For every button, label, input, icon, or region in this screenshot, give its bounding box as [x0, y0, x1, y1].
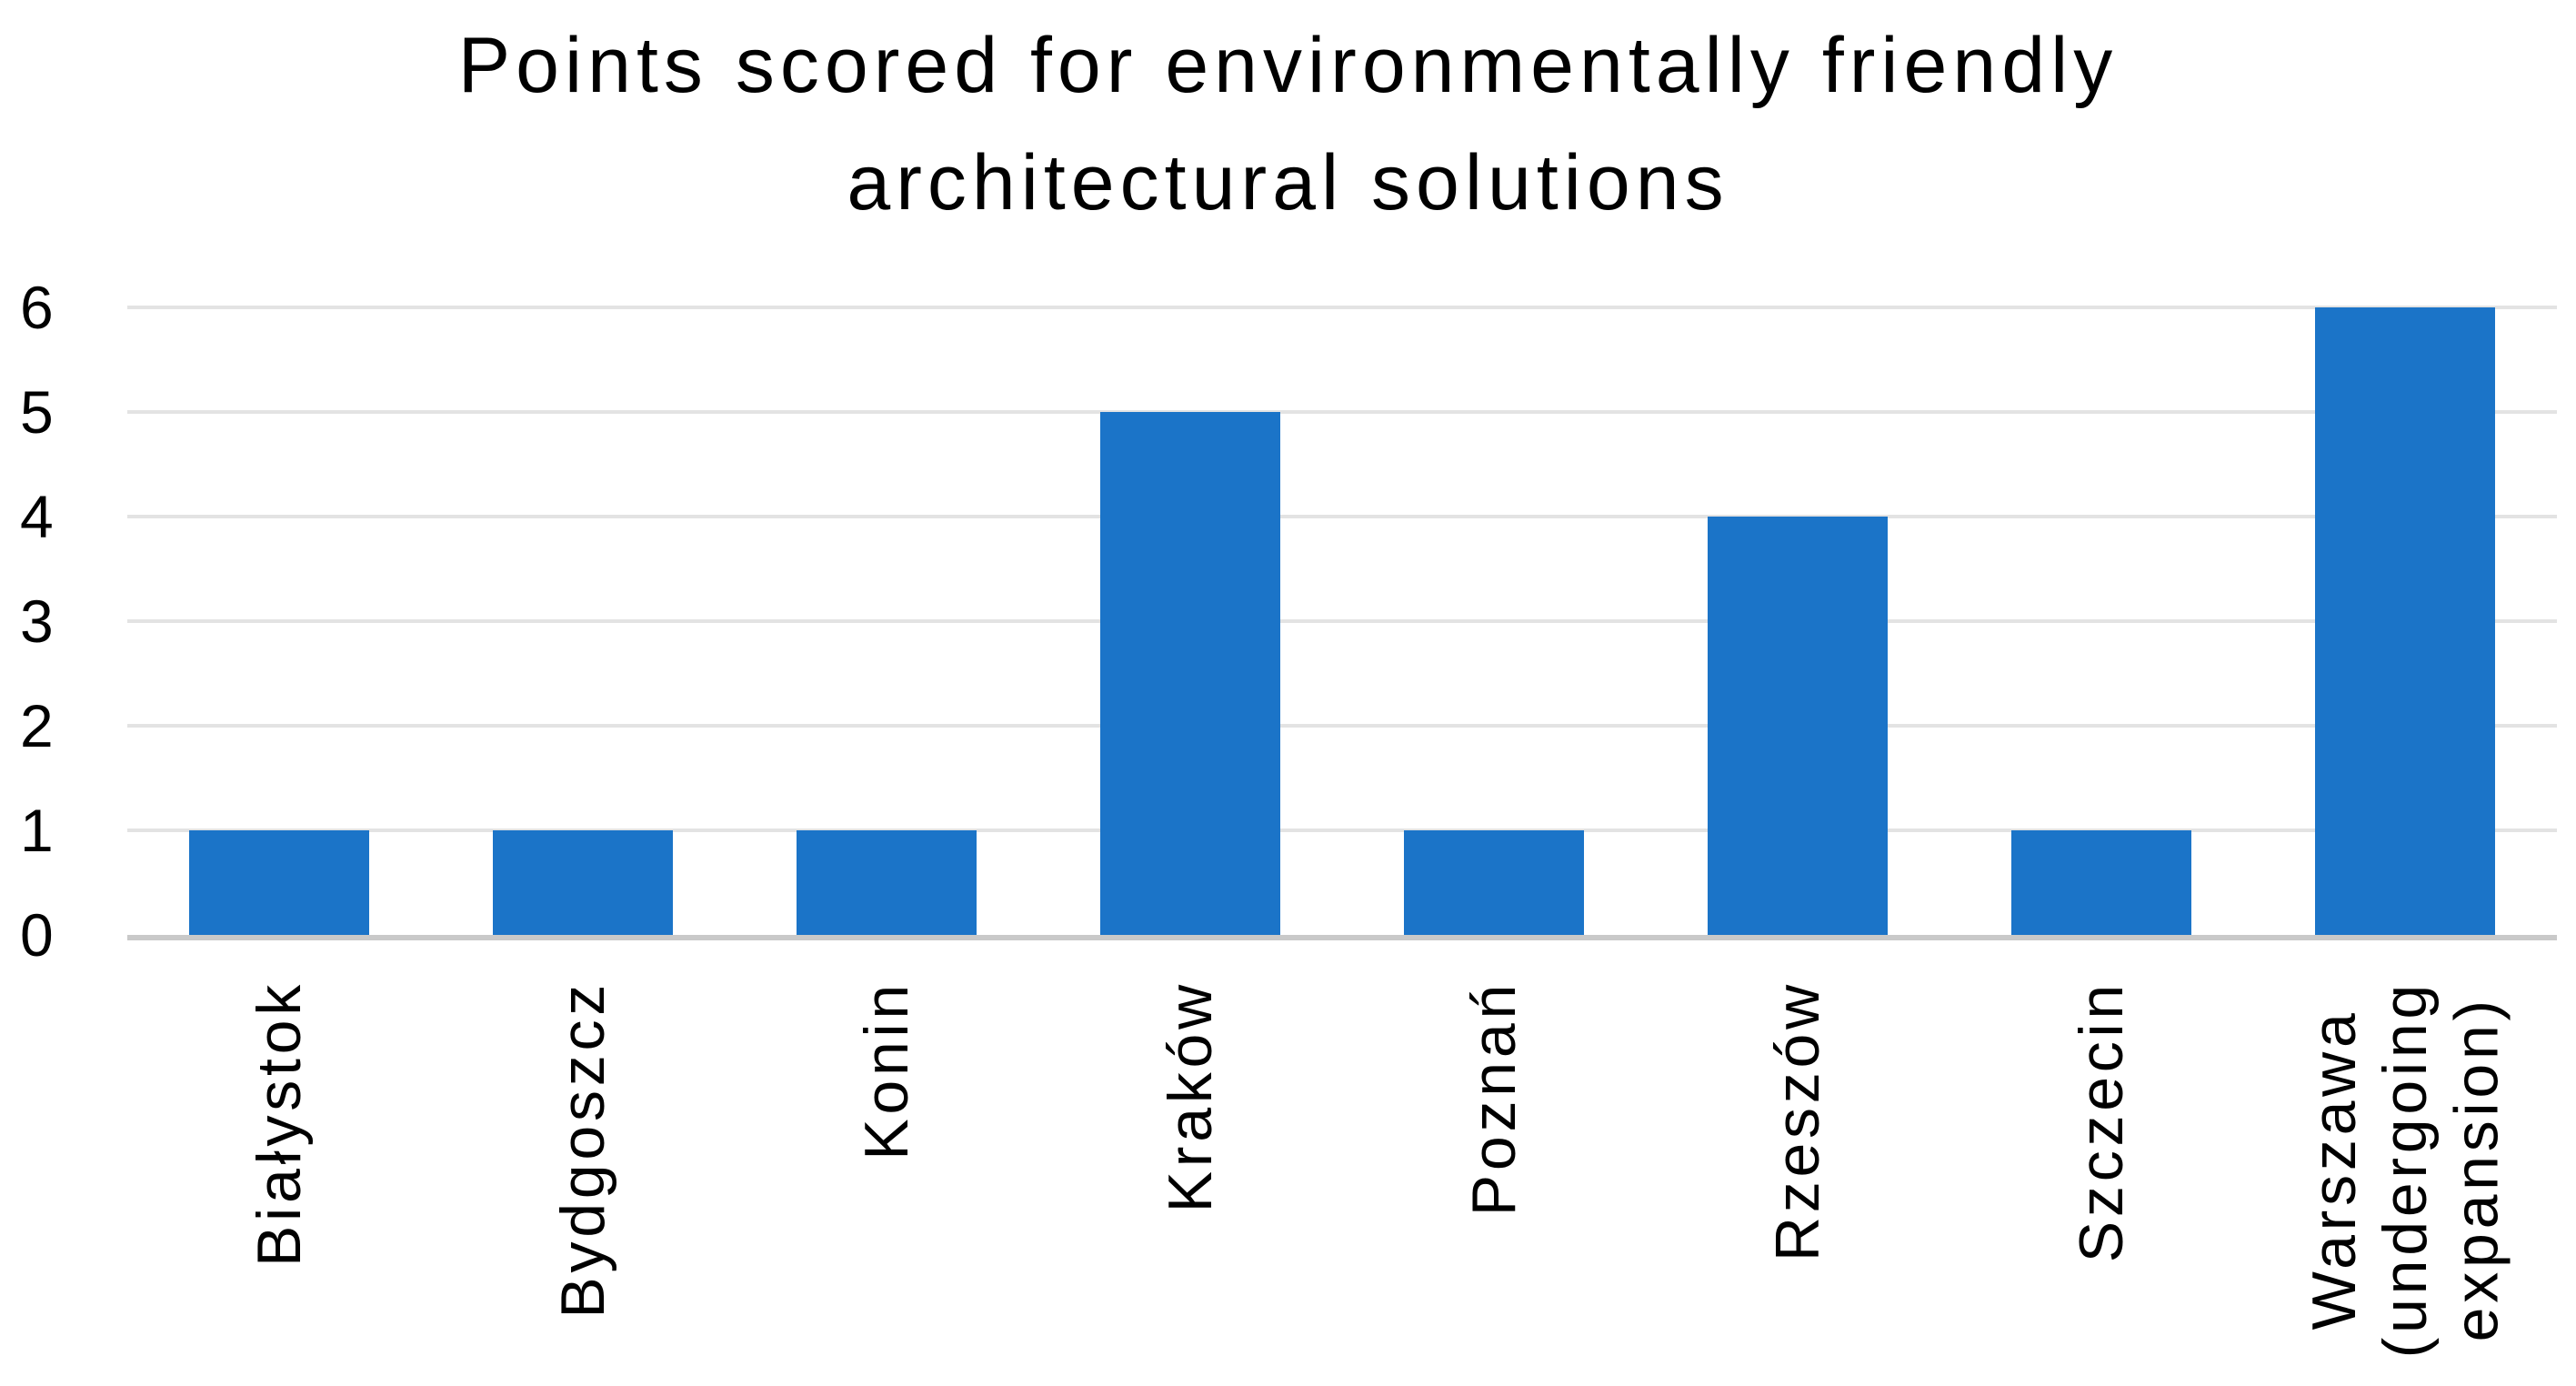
bar-slot-6	[1950, 307, 2253, 935]
x-label-cell-2: Konin	[735, 980, 1038, 1386]
y-tick-label-3: 3	[20, 588, 54, 655]
x-tick-label-7: Warszawa (undergoing expansion)	[2299, 980, 2511, 1359]
bars	[127, 307, 2557, 935]
x-tick-label-4: Poznań	[1458, 980, 1529, 1217]
gridline-4	[127, 515, 2557, 518]
y-tick-label-5: 5	[20, 378, 54, 446]
gridline-2	[127, 724, 2557, 728]
bar-2	[797, 830, 977, 935]
bar-slot-4	[1342, 307, 1646, 935]
x-label-cell-3: Kraków	[1038, 980, 1342, 1386]
bar-slot-1	[431, 307, 735, 935]
x-label-cell-7: Warszawa (undergoing expansion)	[2253, 980, 2557, 1386]
x-label-cell-5: Rzeszów	[1646, 980, 1950, 1386]
bar-1	[493, 830, 673, 935]
bar-slot-7	[2253, 307, 2557, 935]
plot-area	[127, 306, 2557, 940]
x-tick-label-5: Rzeszów	[1762, 980, 1832, 1262]
y-tick-label-1: 1	[20, 797, 54, 864]
bar-6	[2011, 830, 2191, 935]
bar-4	[1404, 830, 1584, 935]
x-tick-label-0: Białystok	[244, 980, 314, 1267]
gridline-6	[127, 306, 2557, 309]
x-label-cell-6: Szczecin	[1950, 980, 2253, 1386]
bar-slot-2	[735, 307, 1038, 935]
x-label-cell-4: Poznań	[1342, 980, 1646, 1386]
bar-0	[189, 830, 369, 935]
x-tick-label-2: Konin	[851, 980, 921, 1160]
gridlines	[127, 306, 2557, 935]
bar-slot-0	[127, 307, 431, 935]
y-tick-label-6: 6	[20, 274, 54, 341]
bar-slot-5	[1646, 307, 1950, 935]
x-label-cell-1: Bydgoszcz	[431, 980, 735, 1386]
x-tick-label-3: Kraków	[1155, 980, 1225, 1213]
y-tick-label-4: 4	[20, 483, 54, 550]
bar-7	[2315, 307, 2495, 935]
x-tick-label-6: Szczecin	[2066, 980, 2136, 1263]
bar-5	[1708, 517, 1888, 935]
x-label-cell-0: Białystok	[127, 980, 431, 1386]
gridline-5	[127, 410, 2557, 414]
gridline-3	[127, 619, 2557, 623]
x-tick-label-1: Bydgoszcz	[547, 980, 617, 1319]
chart-title: Points scored for environmentally friend…	[457, 22, 2119, 226]
bar-slot-3	[1038, 307, 1342, 935]
bar-3	[1100, 412, 1280, 935]
y-tick-label-0: 0	[20, 901, 54, 969]
gridline-1	[127, 829, 2557, 832]
x-axis-labels: Białystok Bydgoszcz Konin Kraków Poznań Rzesz…	[127, 980, 2557, 1386]
y-tick-label-2: 2	[20, 692, 54, 759]
